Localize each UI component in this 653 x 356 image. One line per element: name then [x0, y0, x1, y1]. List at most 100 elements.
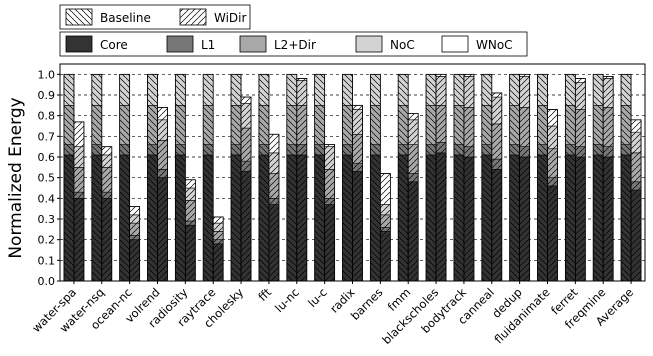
bar-hatch-widir — [547, 177, 558, 186]
y-tick-label: 1.0 — [38, 68, 56, 81]
bar-hatch-widir — [324, 198, 335, 205]
bar-hatch-widir — [491, 123, 502, 160]
bar-hatch-baseline — [119, 144, 130, 155]
bar-hatch-widir — [324, 169, 335, 199]
bar-hatch-widir — [631, 132, 642, 153]
bar-hatch-baseline — [175, 144, 186, 155]
bar-hatch-baseline — [537, 105, 548, 145]
bar-hatch-widir — [129, 239, 140, 281]
bar-hatch-baseline — [314, 144, 325, 155]
y-tick-labels: 0.0 0.1 0.2 0.3 0.4 0.5 0.6 0.7 0.8 0.9 1.0 — [38, 68, 56, 288]
legend-swatch-l2dir — [239, 35, 267, 53]
bar-hatch-baseline — [509, 154, 520, 281]
bar-hatch-widir — [324, 204, 335, 281]
bar-hatch-baseline — [398, 154, 409, 281]
bar-hatch-baseline — [203, 105, 214, 145]
bar-hatch-widir — [463, 157, 474, 281]
bar-hatch-widir — [463, 146, 474, 157]
x-tick-label: fft — [255, 285, 274, 304]
legend-swatch-noc — [355, 35, 383, 53]
bar-hatch-widir — [157, 169, 168, 178]
bar-hatch-widir — [575, 146, 586, 157]
bar-hatch-widir — [575, 82, 586, 110]
bar-hatch-widir — [352, 163, 363, 172]
bar-hatch-widir — [129, 214, 140, 224]
bar-hatch-widir — [129, 223, 140, 236]
bar-hatch-baseline — [481, 74, 492, 106]
bar-hatch-baseline — [342, 74, 353, 106]
x-tick-label: lu-nc — [272, 285, 302, 315]
bar-hatch-baseline — [147, 74, 158, 106]
y-tick-label: 0.5 — [38, 172, 56, 185]
bar-hatch-baseline — [63, 144, 74, 155]
bar-hatch-widir — [547, 185, 558, 281]
bar-hatch-widir — [241, 97, 252, 104]
bar-hatch-baseline — [593, 74, 604, 106]
bar-hatch-widir — [491, 169, 502, 281]
bar-hatch-widir — [129, 206, 140, 215]
bar-hatch-baseline — [203, 74, 214, 106]
bar-hatch-widir — [463, 74, 474, 77]
bar-hatch-widir — [185, 179, 196, 188]
bar-hatch-baseline — [175, 105, 186, 145]
bar-hatch-baseline — [593, 144, 604, 155]
bar-hatch-widir — [352, 109, 363, 135]
bar-hatch-baseline — [565, 144, 576, 155]
bar-hatch-widir — [436, 105, 447, 143]
bar-hatch-widir — [408, 181, 419, 281]
legend-label-core: Core — [100, 38, 128, 52]
bar-hatch-baseline — [231, 74, 242, 106]
bar-hatch-baseline — [63, 105, 74, 145]
bar-hatch-widir — [519, 76, 530, 108]
bar-hatch-baseline — [398, 105, 409, 145]
bars — [63, 73, 642, 282]
bar-hatch-baseline — [426, 144, 437, 155]
bar-hatch-baseline — [621, 154, 632, 281]
bar-hatch-widir — [631, 119, 642, 133]
bar-hatch-widir — [324, 146, 335, 170]
legend-label-noc: NoC — [390, 38, 415, 52]
bar-hatch-widir — [631, 181, 642, 191]
bar-hatch-baseline — [565, 105, 576, 145]
bar-hatch-widir — [268, 152, 279, 174]
y-tick-label: 0.0 — [38, 275, 56, 288]
bar-hatch-baseline — [119, 105, 130, 145]
bar-hatch-widir — [296, 78, 307, 81]
bar-hatch-baseline — [537, 144, 548, 155]
bar-hatch-widir — [73, 192, 84, 199]
bar-hatch-baseline — [537, 154, 548, 281]
bar-hatch-widir — [408, 173, 419, 182]
bar-hatch-widir — [380, 214, 391, 228]
bar-hatch-widir — [129, 235, 140, 240]
bar-hatch-baseline — [147, 154, 158, 281]
bar-hatch-baseline — [621, 105, 632, 145]
bar-hatch-baseline — [258, 105, 269, 145]
bar-hatch-baseline — [370, 154, 381, 281]
bar-hatch-widir — [73, 121, 84, 147]
y-tick-label: 0.1 — [38, 254, 56, 267]
bar-hatch-baseline — [398, 74, 409, 106]
bar-hatch-widir — [73, 198, 84, 281]
bar-hatch-widir — [519, 107, 530, 147]
bar-hatch-widir — [491, 97, 502, 124]
bar-hatch-widir — [380, 204, 391, 215]
bar-hatch-widir — [463, 107, 474, 147]
y-tick-label: 0.2 — [38, 234, 56, 247]
legend-label-wnoc: WNoC — [476, 38, 513, 52]
bar-hatch-baseline — [258, 154, 269, 281]
bar-hatch-widir — [157, 140, 168, 170]
bar-hatch-widir — [213, 243, 224, 281]
bar-hatch-baseline — [370, 144, 381, 155]
bar-hatch-baseline — [453, 74, 464, 106]
y-tick-label: 0.3 — [38, 213, 56, 226]
bar-hatch-baseline — [426, 74, 437, 106]
bar-hatch-baseline — [342, 154, 353, 281]
bar-hatch-widir — [575, 78, 586, 83]
legend-label-widir: WiDir — [214, 11, 247, 25]
bar-hatch-widir — [352, 171, 363, 281]
bar-hatch-widir — [185, 200, 196, 222]
bar-hatch-widir — [185, 221, 196, 226]
legend-swatch-baseline — [65, 8, 93, 26]
bar-hatch-widir — [491, 159, 502, 170]
bar-hatch-baseline — [286, 154, 297, 281]
